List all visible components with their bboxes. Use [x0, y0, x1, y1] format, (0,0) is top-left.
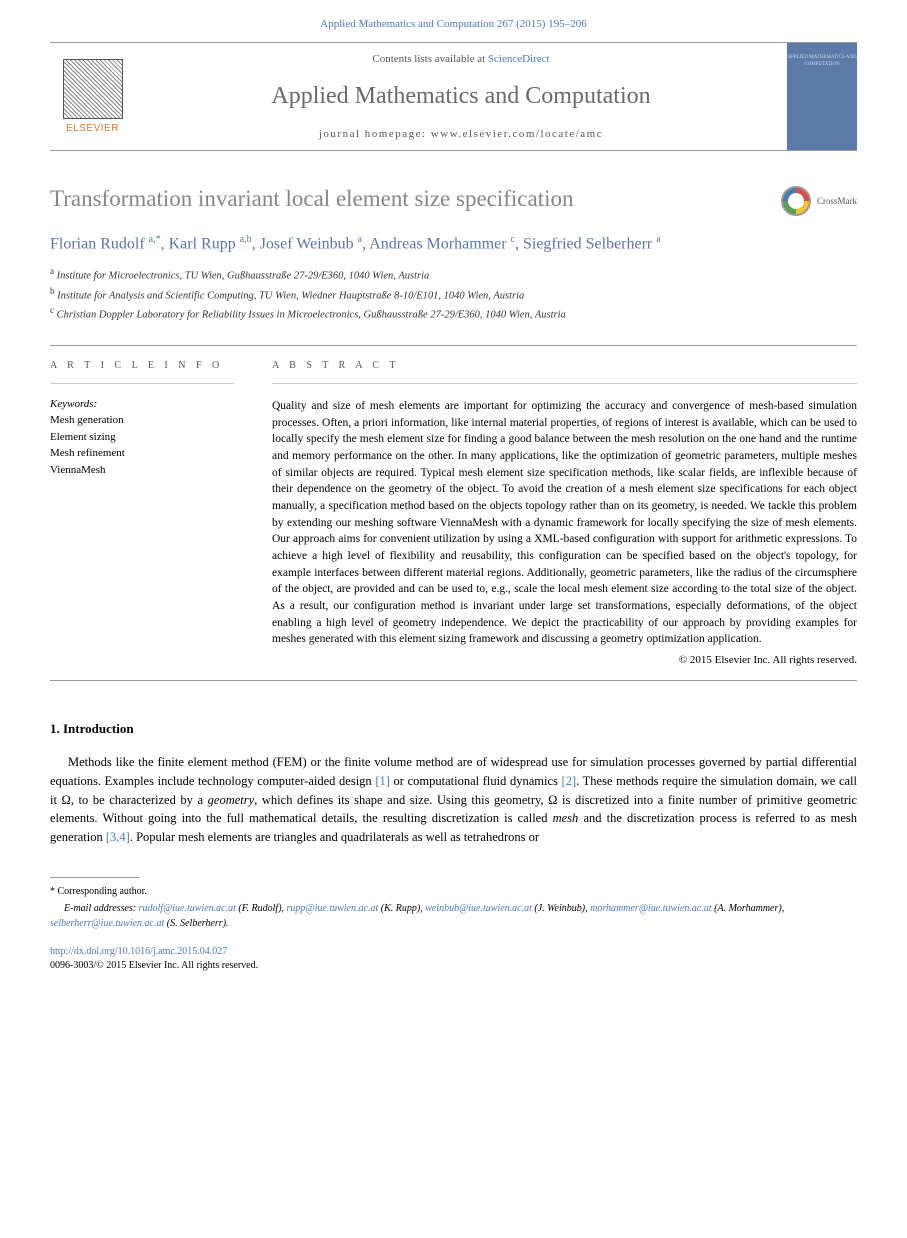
article-info-column: A R T I C L E I N F O Keywords: Mesh gen…	[50, 346, 250, 680]
abstract-heading: A B S T R A C T	[272, 360, 857, 384]
affiliation: b Institute for Analysis and Scientific …	[50, 285, 857, 304]
issn-copyright: 0096-3003/© 2015 Elsevier Inc. All right…	[50, 960, 258, 971]
crossmark-label: CrossMark	[817, 196, 857, 206]
abstract-column: A B S T R A C T Quality and size of mesh…	[250, 346, 857, 680]
doi-block: http://dx.doi.org/10.1016/j.amc.2015.04.…	[50, 945, 857, 973]
cover-text: APPLIED MATHEMATICS AND COMPUTATION	[787, 55, 857, 68]
contents-line: Contents lists available at ScienceDirec…	[155, 53, 767, 65]
contents-prefix: Contents lists available at	[372, 53, 487, 65]
article-info-heading: A R T I C L E I N F O	[50, 360, 234, 384]
section-heading-intro: 1. Introduction	[50, 721, 857, 737]
keyword: Mesh refinement	[50, 445, 234, 462]
keywords-label: Keywords:	[50, 398, 234, 410]
journal-cover-thumb[interactable]: APPLIED MATHEMATICS AND COMPUTATION	[787, 43, 857, 150]
doi-link[interactable]: http://dx.doi.org/10.1016/j.amc.2015.04.…	[50, 946, 227, 957]
journal-name: Applied Mathematics and Computation	[155, 65, 767, 128]
article-title: Transformation invariant local element s…	[50, 186, 781, 212]
elsevier-tree-icon	[63, 59, 123, 119]
homepage-url[interactable]: www.elsevier.com/locate/amc	[431, 128, 603, 140]
keyword: ViennaMesh	[50, 462, 234, 479]
publisher-logo[interactable]: ELSEVIER	[50, 43, 135, 150]
affiliation: a Institute for Microelectronics, TU Wie…	[50, 265, 857, 284]
header-center: Contents lists available at ScienceDirec…	[135, 43, 787, 150]
keyword: Element sizing	[50, 429, 234, 446]
emails-list: rudolf@iue.tuwien.ac.at (F. Rudolf), rup…	[50, 903, 784, 929]
keywords-list: Mesh generation Element sizing Mesh refi…	[50, 412, 234, 478]
journal-header: ELSEVIER Contents lists available at Sci…	[50, 42, 857, 151]
keyword: Mesh generation	[50, 412, 234, 429]
authors-line: Florian Rudolf a,*, Karl Rupp a,b, Josef…	[50, 234, 857, 253]
homepage-prefix: journal homepage:	[319, 128, 431, 140]
homepage-line: journal homepage: www.elsevier.com/locat…	[155, 128, 767, 140]
intro-paragraph: Methods like the finite element method (…	[50, 753, 857, 847]
affiliations-block: a Institute for Microelectronics, TU Wie…	[50, 265, 857, 323]
footer-separator	[50, 877, 140, 878]
affiliation: c Christian Doppler Laboratory for Relia…	[50, 304, 857, 323]
corresponding-author: * Corresponding author.	[50, 886, 857, 897]
publisher-name: ELSEVIER	[66, 123, 119, 134]
email-addresses: E-mail addresses: rudolf@iue.tuwien.ac.a…	[50, 901, 857, 931]
sciencedirect-link[interactable]: ScienceDirect	[488, 53, 550, 65]
abstract-text: Quality and size of mesh elements are im…	[272, 398, 857, 648]
emails-label: E-mail addresses:	[64, 903, 136, 914]
crossmark-icon	[781, 186, 811, 216]
copyright-line: © 2015 Elsevier Inc. All rights reserved…	[272, 654, 857, 666]
citation-line: Applied Mathematics and Computation 267 …	[50, 0, 857, 42]
crossmark-widget[interactable]: CrossMark	[781, 186, 857, 216]
